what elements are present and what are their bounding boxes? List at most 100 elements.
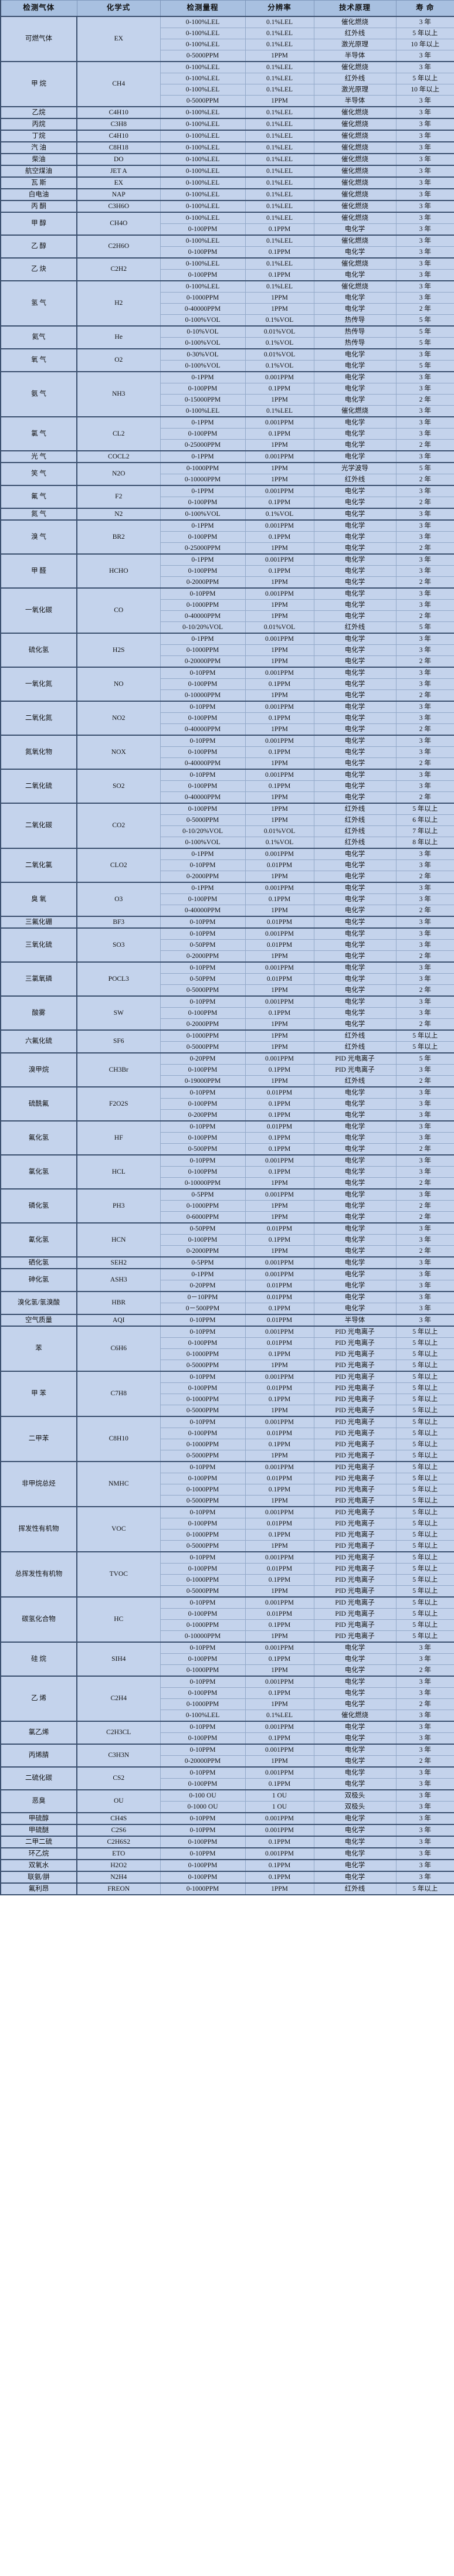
cell-technology: 电化学 xyxy=(313,428,397,440)
cell-lifetime: 3 年 xyxy=(395,130,454,142)
table-row: 酸雾 SW 0-10PPM 0.001PPM 电化学 3 年 xyxy=(0,995,454,1031)
cell-resolution: 0.1PPM xyxy=(245,1394,314,1405)
cell-lifetime: 3 年 xyxy=(395,644,454,656)
cell-technology: 半导体 xyxy=(313,1314,397,1327)
cell-technology: PID 光电离子 xyxy=(313,1439,397,1450)
cell-lifetime: 3 年 xyxy=(395,50,454,62)
table-row: 0-20PPM 0.01PPM 电化学 3 年 xyxy=(1,1280,454,1292)
cell-technology: 电化学 xyxy=(313,1824,397,1837)
cell-resolution: 0.1%VOL xyxy=(245,337,314,349)
cell-detection-range: 0-100PPM xyxy=(160,223,246,236)
table-row: 双氧水 H2O2 0-100PPM 0.1PPM 电化学 3 年 xyxy=(0,1859,454,1872)
cell-resolution: 0.1PPM xyxy=(245,1836,314,1848)
cell-lifetime: 3 年 xyxy=(395,519,454,532)
cell-resolution: 0.1PPM xyxy=(245,223,314,236)
cell-chemical-formula: N2H4 xyxy=(76,1871,161,1884)
cell-chemical-formula: C2H2 xyxy=(76,257,161,281)
cell-gas-name: 丙烷 xyxy=(0,118,77,131)
cell-resolution: 1PPM xyxy=(245,95,314,107)
cell-resolution: 1PPM xyxy=(245,1540,314,1552)
cell-detection-range: 0-100PPM xyxy=(160,1382,246,1394)
table-row: 0-100PPM 0.01PPM PID 光电离子 5 年以上 xyxy=(1,1428,454,1439)
table-row: 0-100PPM 0.1PPM 电化学 3 年 xyxy=(1,223,454,236)
cell-lifetime: 3 年 xyxy=(395,916,454,929)
cell-lifetime: 3 年 xyxy=(395,416,454,429)
table-row: 0-5000PPM 1PPM PID 光电离子 5 年以上 xyxy=(1,1585,454,1598)
cell-detection-range: 0-1000PPM xyxy=(160,1574,246,1586)
cell-technology: 红外线 xyxy=(313,28,397,39)
cell-technology: 电化学 xyxy=(313,1732,397,1745)
table-row: 0-10/20%VOL 0.01%VOL 红外线 7 年以上 xyxy=(1,825,454,837)
table-row: 0-40000PPM 1PPM 电化学 2 年 xyxy=(1,905,454,917)
cell-detection-range: 0-1PPM xyxy=(160,371,246,383)
cell-detection-range: 0-10PPM xyxy=(160,1596,246,1609)
cell-technology: 半导体 xyxy=(313,50,397,62)
table-row: 0-100PPM 0.1PPM 电化学 3 年 xyxy=(1,780,454,792)
cell-technology: 催化燃烧 xyxy=(313,200,397,213)
table-row: 0-1000PPM 1PPM 电化学 2 年 xyxy=(1,1664,454,1677)
table-row: 0-100PPM 0.1PPM 电化学 3 年 xyxy=(1,269,454,281)
cell-chemical-formula: CO xyxy=(76,587,161,634)
cell-gas-name: 氮氧化物 xyxy=(0,735,77,770)
table-row: 苯 C6H6 0-10PPM 0.001PPM PID 光电离子 5 年以上 xyxy=(0,1326,454,1372)
cell-lifetime: 3 年 xyxy=(395,428,454,440)
cell-lifetime: 2 年 xyxy=(395,610,454,622)
cell-resolution: 0.1%LEL xyxy=(245,188,314,201)
cell-gas-name: 溴 气 xyxy=(0,519,77,555)
cell-chemical-formula: H2 xyxy=(76,280,161,327)
cell-detection-range: 0-10PPM xyxy=(160,1824,246,1837)
cell-chemical-formula: CH3Br xyxy=(76,1052,161,1088)
cell-lifetime: 3 年 xyxy=(395,188,454,201)
table-row: 0-40000PPM 1PPM 电化学 2 年 xyxy=(1,791,454,804)
table-row: 氯 气 CL2 0-1PPM 0.001PPM 电化学 3 年 xyxy=(0,416,454,451)
cell-detection-range: 0-10000PPM xyxy=(160,474,246,486)
cell-resolution: 1PPM xyxy=(245,1075,314,1088)
cell-gas-name: 氦气 xyxy=(0,325,77,349)
table-row: 0-100PPM 0.01PPM PID 光电离子 5 年以上 xyxy=(1,1473,454,1484)
table-row: 0-100PPM 0.1PPM 电化学 3 年 xyxy=(1,1732,454,1745)
cell-resolution: 0.1PPM xyxy=(245,1166,314,1178)
cell-technology: 催化燃烧 xyxy=(313,106,397,119)
cell-technology: 电化学 xyxy=(313,303,397,315)
column-header-gas: 检测气体 xyxy=(0,0,77,17)
cell-resolution: 0.01PPM xyxy=(245,1120,314,1133)
cell-detection-range: 0-10PPM xyxy=(160,1506,246,1518)
cell-lifetime: 3 年 xyxy=(395,1098,454,1110)
cell-resolution: 1PPM xyxy=(245,474,314,486)
cell-lifetime: 3 年 xyxy=(395,1280,454,1292)
table-row: 柴油 DO 0-100%LEL 0.1%LEL 催化燃烧 3 年 xyxy=(0,153,454,166)
table-row: 航空煤油 JET A 0-100%LEL 0.1%LEL 催化燃烧 3 年 xyxy=(0,165,454,178)
cell-detection-range: 0-100PPM xyxy=(160,1098,246,1110)
cell-lifetime: 2 年 xyxy=(395,871,454,883)
cell-lifetime: 5 年以上 xyxy=(395,1551,454,1564)
cell-gas-name: 甲 苯 xyxy=(0,1371,77,1417)
cell-detection-range: 0-50PPM xyxy=(160,973,246,985)
cell-chemical-formula: O3 xyxy=(76,882,161,917)
cell-gas-name: 甲 烷 xyxy=(0,61,77,107)
cell-resolution: 0.001PPM xyxy=(245,1676,314,1688)
cell-gas-name: 乙 醇 xyxy=(0,235,77,259)
table-row: 0-500PPM 0.1PPM 电化学 2 年 xyxy=(1,1143,454,1156)
table-row: 硫化氢 H2S 0-1PPM 0.001PPM 电化学 3 年 xyxy=(0,633,454,668)
cell-lifetime: 7 年以上 xyxy=(395,825,454,837)
cell-resolution: 0.1PPM xyxy=(245,1484,314,1496)
table-row: 0-1000PPM 0.1PPM PID 光电离子 5 年以上 xyxy=(1,1394,454,1405)
cell-technology: 催化燃烧 xyxy=(313,212,397,224)
cell-lifetime: 3 年 xyxy=(395,995,454,1008)
cell-resolution: 0.001PPM xyxy=(245,416,314,429)
cell-detection-range: 0-10PPM xyxy=(160,1766,246,1779)
cell-technology: 电化学 xyxy=(313,508,397,521)
cell-gas-name: 二甲二硫 xyxy=(0,1836,77,1848)
cell-technology: 电化学 xyxy=(313,1222,397,1235)
table-row: 0-100PPM 0.1PPM 电化学 3 年 xyxy=(1,712,454,724)
cell-detection-range: 0-1PPM xyxy=(160,485,246,497)
cell-gas-name: 氰化氢 xyxy=(0,1222,77,1258)
cell-technology: PID 光电离子 xyxy=(313,1551,397,1564)
table-row: 0-100PPM 0.1PPM 电化学 3 年 xyxy=(1,1166,454,1178)
cell-detection-range: 0-5000PPM xyxy=(160,984,246,997)
cell-detection-range: 0-10PPM xyxy=(160,995,246,1008)
cell-resolution: 0.1PPM xyxy=(245,1348,314,1360)
cell-chemical-formula: C4H10 xyxy=(76,130,161,142)
cell-detection-range: 0-10PPM xyxy=(160,1154,246,1167)
cell-lifetime: 3 年 xyxy=(395,348,454,361)
